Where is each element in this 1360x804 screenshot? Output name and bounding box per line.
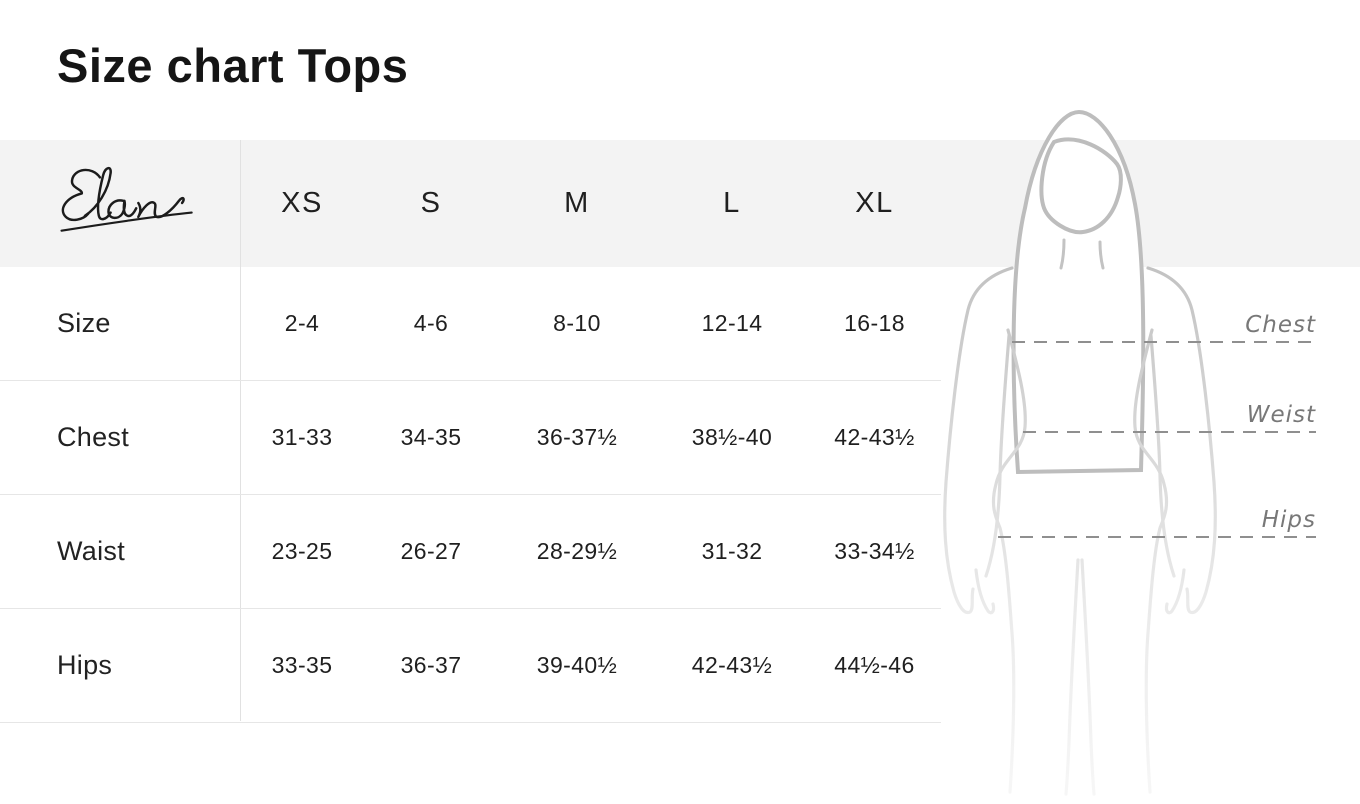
chest-cell: 36-37½	[536, 424, 618, 450]
table-row-hips: Hips 33-35 36-37 39-40½ 42-43½ 44½-46	[0, 609, 941, 723]
size-cell: 8-10	[553, 310, 601, 336]
logo-letter-a-stroke	[107, 199, 138, 220]
right-arm-outline	[1146, 266, 1217, 615]
left-torso-leg	[991, 328, 1027, 794]
page-title: Size chart Tops	[57, 39, 409, 92]
right-torso-leg	[1133, 328, 1169, 794]
col-header-xl: XL	[855, 187, 894, 219]
waist-cell: 33-34½	[834, 538, 915, 564]
waist-cell: 23-25	[271, 538, 333, 564]
row-label-chest: Chest	[57, 422, 130, 452]
col-header-l: L	[723, 187, 741, 219]
left-inner-arm	[984, 334, 1011, 578]
table-row-chest: Chest 31-33 34-35 36-37½ 38½-40 42-43½	[0, 381, 941, 495]
size-cell: 12-14	[701, 310, 763, 336]
waist-cell: 31-32	[701, 538, 763, 564]
logo-letter-e-stroke	[61, 168, 102, 222]
hips-cell: 42-43½	[691, 652, 773, 678]
waist-measure-label: Weist	[1247, 402, 1316, 428]
right-hand-line	[1164, 568, 1186, 615]
table-vertical-divider	[240, 140, 241, 721]
size-cell: 4-6	[413, 310, 449, 336]
chest-cell: 31-33	[271, 424, 333, 450]
row-label-size: Size	[57, 308, 111, 338]
right-inner-leg	[1080, 558, 1096, 796]
col-header-xs: XS	[281, 187, 323, 219]
size-table: XS S M L XL Size 2-4 4-6 8-10 12-14 16-1…	[0, 140, 941, 723]
row-label-waist: Waist	[57, 536, 125, 566]
size-cell: 2-4	[284, 310, 320, 336]
chest-cell: 38½-40	[691, 424, 773, 450]
left-arm-outline	[943, 266, 1014, 615]
logo-letter-l-stroke	[83, 166, 112, 221]
hips-cell: 39-40½	[536, 652, 618, 678]
left-inner-leg	[1064, 558, 1080, 796]
row-label-hips: Hips	[57, 650, 113, 680]
size-cell: 16-18	[844, 310, 905, 336]
size-table-header-row: XS S M L XL	[0, 140, 941, 267]
logo-letter-n-stroke	[137, 196, 185, 219]
hips-cell: 33-35	[271, 652, 333, 678]
left-hand-line	[974, 568, 996, 615]
body-figure-illustration: Chest Weist Hips	[943, 109, 1316, 796]
neck-lines	[1059, 238, 1105, 270]
waist-cell: 28-29½	[536, 538, 618, 564]
hips-measure-label: Hips	[1262, 507, 1316, 533]
waist-cell: 26-27	[400, 538, 462, 564]
hips-cell: 36-37	[400, 652, 462, 678]
col-header-s: S	[420, 187, 442, 219]
chest-measure-label: Chest	[1245, 312, 1316, 338]
table-row-size: Size 2-4 4-6 8-10 12-14 16-18	[0, 267, 941, 381]
col-header-m: M	[564, 187, 590, 219]
chest-cell: 42-43½	[834, 424, 915, 450]
logo-underline	[60, 211, 193, 232]
table-row-waist: Waist 23-25 26-27 28-29½ 31-32 33-34½	[0, 495, 941, 609]
right-inner-arm	[1149, 334, 1176, 578]
chest-cell: 34-35	[400, 424, 462, 450]
brand-logo	[60, 166, 193, 232]
face-outline	[1039, 137, 1123, 235]
hips-cell: 44½-46	[834, 652, 915, 678]
